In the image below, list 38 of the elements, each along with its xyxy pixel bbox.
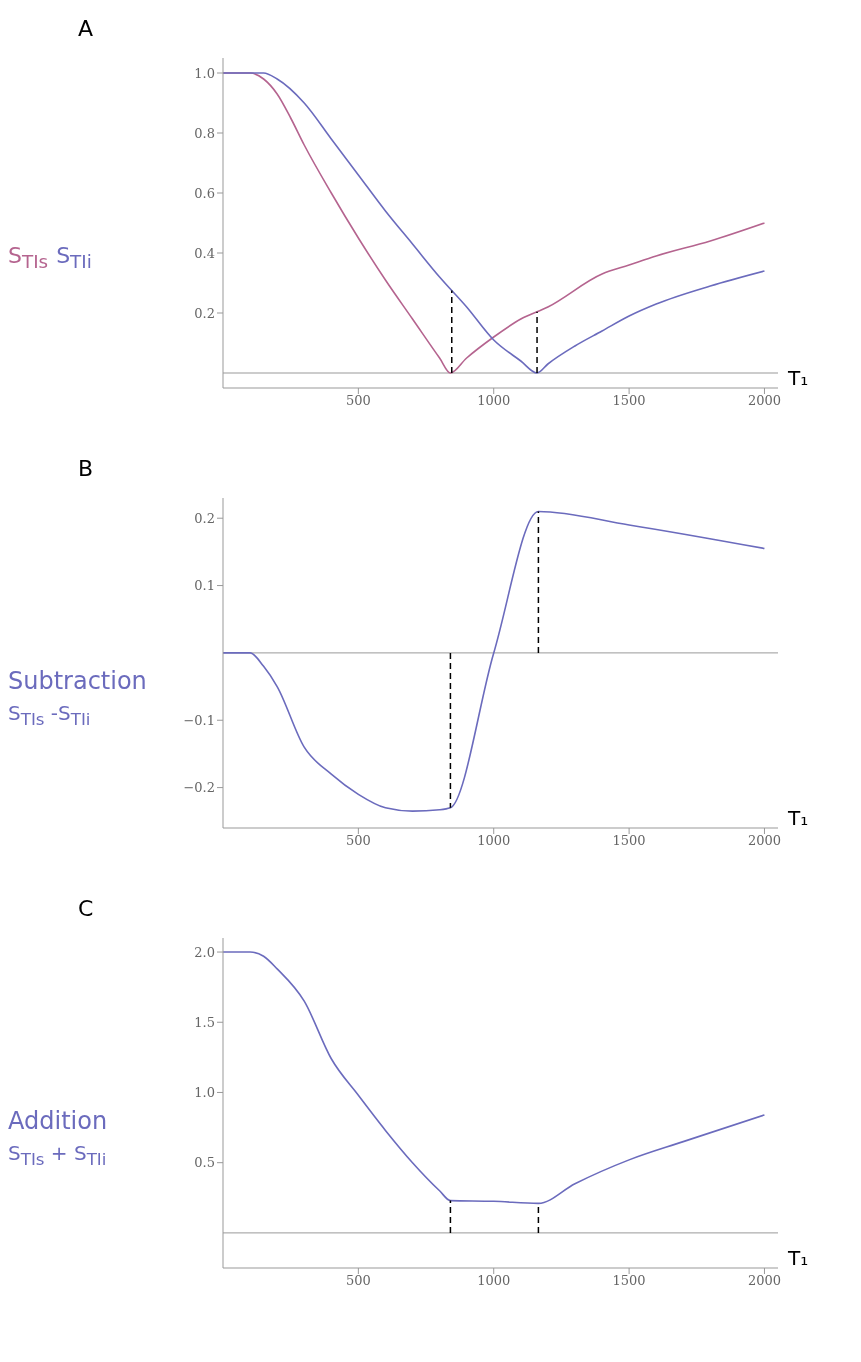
y-tick-label: 0.4 [194, 245, 215, 261]
y-tick-label: −0.2 [183, 780, 215, 796]
y-tick-label: 0.6 [194, 185, 215, 201]
line-series [223, 72, 766, 374]
y-tick-label: 0.2 [194, 510, 215, 526]
x-tick-label: 1500 [612, 1273, 646, 1289]
x-tick-label: 1500 [612, 833, 646, 849]
y-tick-label: 2.0 [194, 944, 215, 960]
x-tick-label: 1000 [477, 833, 511, 849]
y-tick-label: 0.5 [194, 1155, 215, 1171]
chart-title: C [78, 896, 94, 921]
x-tick-label: 2000 [747, 1273, 782, 1289]
y-tick-label: 0.1 [194, 578, 215, 594]
x-axis-title: T₁ [788, 366, 809, 390]
x-tick-label: 500 [345, 833, 371, 849]
y-tick-label: 1.0 [194, 65, 215, 81]
x-tick-label: 500 [345, 393, 371, 409]
y-axis-title: Addition S$_{TIs}$ + S$_{TIi}$ [8, 1106, 108, 1170]
text: S$_{TIi}$ [56, 243, 92, 273]
line-series [223, 510, 766, 812]
x-tick-label: 500 [345, 1273, 371, 1289]
x-tick-label: 1000 [477, 393, 511, 409]
y-tick-label: 1.5 [194, 1014, 215, 1030]
text: S$_{TIs}$ [8, 243, 49, 273]
x-axis-title: T₁ [788, 1246, 809, 1270]
chart-title: B [78, 456, 94, 481]
x-tick-label: 2000 [747, 833, 782, 849]
x-tick-label: 1500 [612, 393, 646, 409]
y-tick-label: 0.8 [194, 125, 215, 141]
x-axis-title: T₁ [788, 806, 809, 830]
x-tick-label: 2000 [747, 393, 782, 409]
y-tick-label: 0.2 [194, 305, 215, 321]
y-tick-label: −0.1 [183, 712, 215, 728]
y-tick-label: 1.0 [194, 1085, 215, 1101]
line-series [223, 951, 766, 1205]
y-axis-title: Subtraction S$_{TIs}$ -S$_{TIi}$ [8, 666, 147, 730]
x-tick-label: 1000 [477, 1273, 511, 1289]
chart-title: A [78, 16, 94, 41]
